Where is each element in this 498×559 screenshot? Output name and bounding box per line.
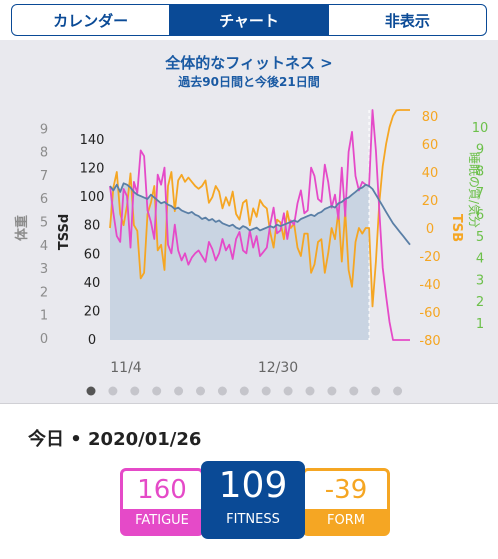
weight-tick: 8: [40, 146, 48, 161]
rhythm-tick: 3: [476, 273, 484, 288]
tssd-tick: 20: [84, 304, 101, 319]
tsb-tick: -20: [419, 250, 440, 265]
page-dot[interactable]: [152, 386, 162, 396]
weight-tick: 2: [40, 285, 48, 300]
form-card: -39 FORM: [302, 468, 390, 536]
tsb-tick: 60: [422, 138, 439, 153]
x-tick-label: 12/30: [258, 360, 298, 376]
weight-tick: 1: [40, 309, 48, 324]
page-dot[interactable]: [349, 386, 359, 396]
page-dot[interactable]: [327, 386, 337, 396]
page-dot[interactable]: [283, 386, 293, 396]
rhythm-tick: 4: [476, 252, 484, 267]
page-dot[interactable]: [305, 386, 315, 396]
weight-tick: 0: [40, 332, 48, 347]
fitness-series-line: [109, 182, 411, 246]
tssd-tick: 100: [80, 190, 105, 205]
tsb-axis-label: TSB: [449, 214, 464, 242]
fitness-area: [110, 183, 370, 340]
tsb-tick: 20: [422, 194, 439, 209]
fatigue-label: FATIGUE: [123, 509, 201, 533]
rhythm-tick: 5: [476, 230, 484, 245]
weight-tick: 4: [40, 239, 48, 254]
page-dot[interactable]: [217, 386, 227, 396]
page-dot[interactable]: [196, 386, 205, 396]
fitness-value: 109: [218, 465, 288, 506]
fatigue-card: 160 FATIGUE: [120, 468, 204, 536]
tssd-tick: 80: [84, 219, 101, 234]
fitness-label: FITNESS: [226, 512, 280, 527]
tssd-tick: 0: [88, 333, 96, 348]
chart-subtitle: 過去90日間と今後21日間: [178, 75, 320, 89]
page-dot[interactable]: [108, 386, 118, 396]
form-label: FORM: [305, 509, 387, 533]
tsb-tick: 80: [422, 110, 439, 125]
tsb-tick: 0: [426, 222, 434, 237]
page-dot[interactable]: [86, 386, 96, 396]
tssd-tick: 40: [84, 276, 101, 291]
weight-tick: 3: [40, 262, 48, 277]
page-dot[interactable]: [371, 386, 381, 396]
weight-tick: 5: [40, 216, 48, 231]
rhythm-tick: 8: [476, 164, 484, 179]
rhythm-tick: 9: [476, 143, 484, 158]
page-indicator[interactable]: [0, 384, 498, 398]
rhythm-tick: 1: [476, 317, 484, 332]
tssd-tick: 120: [80, 162, 105, 177]
tsb-tick: -60: [419, 306, 440, 321]
fitness-chart[interactable]: 0123456789体重020406080100120140TSSd-80-60…: [0, 0, 498, 403]
tab-hide[interactable]: 非表示: [384, 11, 430, 30]
rhythm-axis-label: 睡眠の質/気分: [467, 152, 482, 228]
tsb-tick: -80: [419, 334, 440, 349]
rhythm-tick: 6: [476, 208, 484, 223]
rhythm-tick: 10: [472, 121, 489, 136]
fatigue-value: 160: [137, 475, 187, 505]
weight-tick: 7: [40, 169, 48, 184]
tssd-tick: 140: [80, 133, 105, 148]
page-dot[interactable]: [130, 386, 140, 396]
tssd-tick: 60: [84, 247, 101, 262]
x-tick-label: 11/4: [110, 360, 142, 376]
view-segmented-control: カレンダー チャート 非表示: [11, 4, 487, 36]
today-date: 今日 • 2020/01/26: [28, 429, 202, 450]
tab-chart[interactable]: チャート: [170, 5, 329, 35]
form-series-line: [109, 109, 410, 308]
weight-axis-label: 体重: [14, 215, 30, 241]
tab-calendar[interactable]: カレンダー: [12, 5, 171, 35]
page-dot[interactable]: [261, 386, 271, 396]
rhythm-tick: 2: [476, 295, 484, 310]
chart-title-link[interactable]: 全体的なフィットネス >: [165, 54, 333, 72]
weight-tick: 6: [40, 192, 48, 207]
form-value: -39: [324, 475, 368, 505]
divider: [0, 403, 498, 404]
page-dot[interactable]: [393, 386, 403, 396]
page-dot[interactable]: [174, 386, 184, 396]
tssd-axis-label: TSSd: [57, 214, 72, 250]
page-dot[interactable]: [239, 386, 249, 396]
fitness-card: 109 FITNESS: [201, 461, 305, 539]
tsb-tick: 40: [422, 166, 439, 181]
tsb-tick: -40: [419, 278, 440, 293]
weight-tick: 9: [40, 122, 48, 137]
rhythm-tick: 7: [476, 186, 484, 201]
